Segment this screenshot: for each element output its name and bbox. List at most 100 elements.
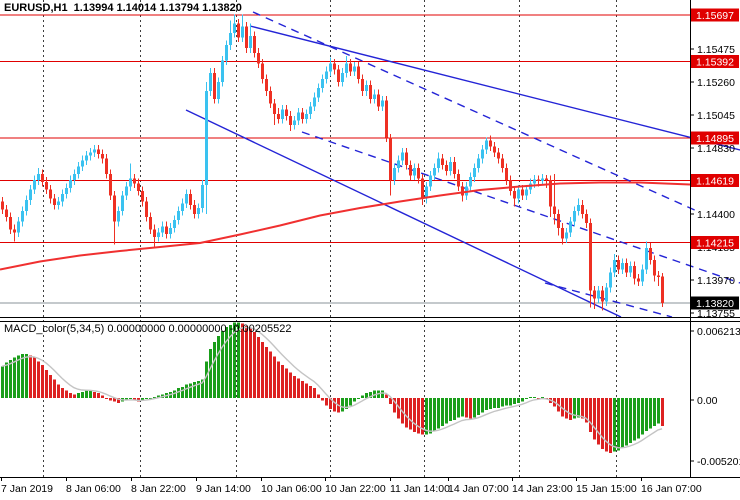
candle-body xyxy=(489,140,492,147)
candle-body xyxy=(141,191,144,202)
macd-histogram-bar xyxy=(341,398,344,412)
macd-histogram-bar xyxy=(609,398,612,453)
macd-histogram-bar xyxy=(201,379,204,398)
macd-histogram-bar xyxy=(17,355,20,398)
candle-body xyxy=(565,232,568,239)
candle-body xyxy=(453,162,456,174)
candle-body xyxy=(373,94,376,99)
macd-histogram-bar xyxy=(577,398,580,418)
time-tick-label: 14 Jan 23:00 xyxy=(512,483,573,495)
candle-body xyxy=(205,91,208,185)
candle-body xyxy=(597,290,600,299)
macd-histogram-bar xyxy=(517,398,520,403)
macd-histogram-bar xyxy=(541,396,544,398)
macd-histogram-bar xyxy=(329,398,332,409)
macd-histogram-bar xyxy=(509,398,512,406)
macd-histogram-bar xyxy=(181,387,184,398)
macd-histogram-bar xyxy=(317,394,320,398)
macd-histogram-bar xyxy=(233,322,236,398)
candle-body xyxy=(369,85,372,99)
candle-body xyxy=(13,229,16,233)
macd-histogram-bar xyxy=(21,354,24,398)
macd-histogram-bar xyxy=(345,398,348,409)
macd-histogram-bar xyxy=(257,337,260,398)
macd-histogram-bar xyxy=(569,398,572,420)
candle-body xyxy=(309,106,312,114)
candle-body xyxy=(661,276,664,303)
candle-body xyxy=(249,36,252,48)
candle-body xyxy=(325,71,328,79)
price-tick-label: 1.15475 xyxy=(697,44,735,56)
candle-body xyxy=(513,191,516,199)
macd-histogram-bar xyxy=(417,398,420,434)
candle-body xyxy=(25,200,28,211)
macd-indicator-label: MACD_color(5,34,5) 0.00000000 0.00000000… xyxy=(4,323,292,335)
macd-histogram-bar xyxy=(241,323,244,398)
candle-body xyxy=(257,53,260,64)
macd-histogram-bar xyxy=(269,351,272,398)
time-tick-label: 9 Jan 14:00 xyxy=(196,483,251,495)
candle-body xyxy=(165,226,168,234)
macd-histogram-bar xyxy=(93,391,96,398)
candle-body xyxy=(637,278,640,282)
macd-tick-label: -0.0052010 xyxy=(697,456,740,468)
candle-body xyxy=(189,194,192,205)
macd-tick-label: 0.00 xyxy=(697,395,718,407)
macd-histogram-bar xyxy=(353,398,356,402)
candle-body xyxy=(553,206,556,214)
macd-histogram-bar xyxy=(149,398,152,399)
macd-histogram-bar xyxy=(197,380,200,398)
candle-body xyxy=(509,180,512,191)
macd-histogram-bar xyxy=(529,396,532,398)
candle-body xyxy=(641,269,644,282)
candle-body xyxy=(245,26,248,48)
macd-histogram-bar xyxy=(293,376,296,398)
macd-histogram-bar xyxy=(65,390,68,398)
macd-histogram-bar xyxy=(305,383,308,398)
macd-histogram-bar xyxy=(209,349,212,398)
macd-histogram-bar xyxy=(453,398,456,420)
macd-histogram-bar xyxy=(205,361,208,398)
candle-body xyxy=(541,178,544,181)
price-tick-label: 1.15260 xyxy=(697,77,735,89)
candle-body xyxy=(41,174,44,182)
candle-body xyxy=(113,195,116,222)
macd-histogram-bar xyxy=(273,356,276,398)
macd-histogram-bar xyxy=(25,354,28,398)
time-tick-label: 11 Jan 14:00 xyxy=(390,483,450,495)
macd-histogram-bar xyxy=(81,391,84,398)
macd-histogram-bar xyxy=(109,398,112,401)
candle-body xyxy=(305,114,308,119)
macd-histogram-bar xyxy=(129,398,132,400)
candle-body xyxy=(401,152,404,161)
macd-histogram-bar xyxy=(469,398,472,419)
macd-histogram-bar xyxy=(465,398,468,418)
macd-histogram-bar xyxy=(229,324,232,398)
macd-histogram-bar xyxy=(225,327,228,398)
candle-body xyxy=(389,137,392,180)
candle-body xyxy=(593,290,596,299)
macd-histogram-bar xyxy=(449,398,452,422)
candle-body xyxy=(73,174,76,180)
macd-histogram-bar xyxy=(177,388,180,398)
macd-histogram-bar xyxy=(629,398,632,444)
macd-histogram-bar xyxy=(657,398,660,424)
candle-body xyxy=(353,66,356,72)
macd-histogram-bar xyxy=(193,382,196,398)
candle-body xyxy=(17,221,20,233)
macd-histogram-bar xyxy=(89,390,92,398)
candle-body xyxy=(441,158,444,165)
time-tick-label: 10 Jan 22:00 xyxy=(325,483,386,495)
candle-body xyxy=(49,189,52,199)
macd-histogram-bar xyxy=(357,398,360,399)
macd-histogram-bar xyxy=(397,398,400,419)
time-tick-label: 15 Jan 15:00 xyxy=(576,483,637,495)
candle-body xyxy=(589,223,592,291)
macd-histogram-bar xyxy=(253,332,256,398)
macd-histogram-bar xyxy=(1,366,4,398)
candle-body xyxy=(341,73,344,82)
candle-body xyxy=(297,112,300,121)
chart-title: EURUSD,H1 1.13994 1.14014 1.13794 1.1382… xyxy=(4,2,242,14)
